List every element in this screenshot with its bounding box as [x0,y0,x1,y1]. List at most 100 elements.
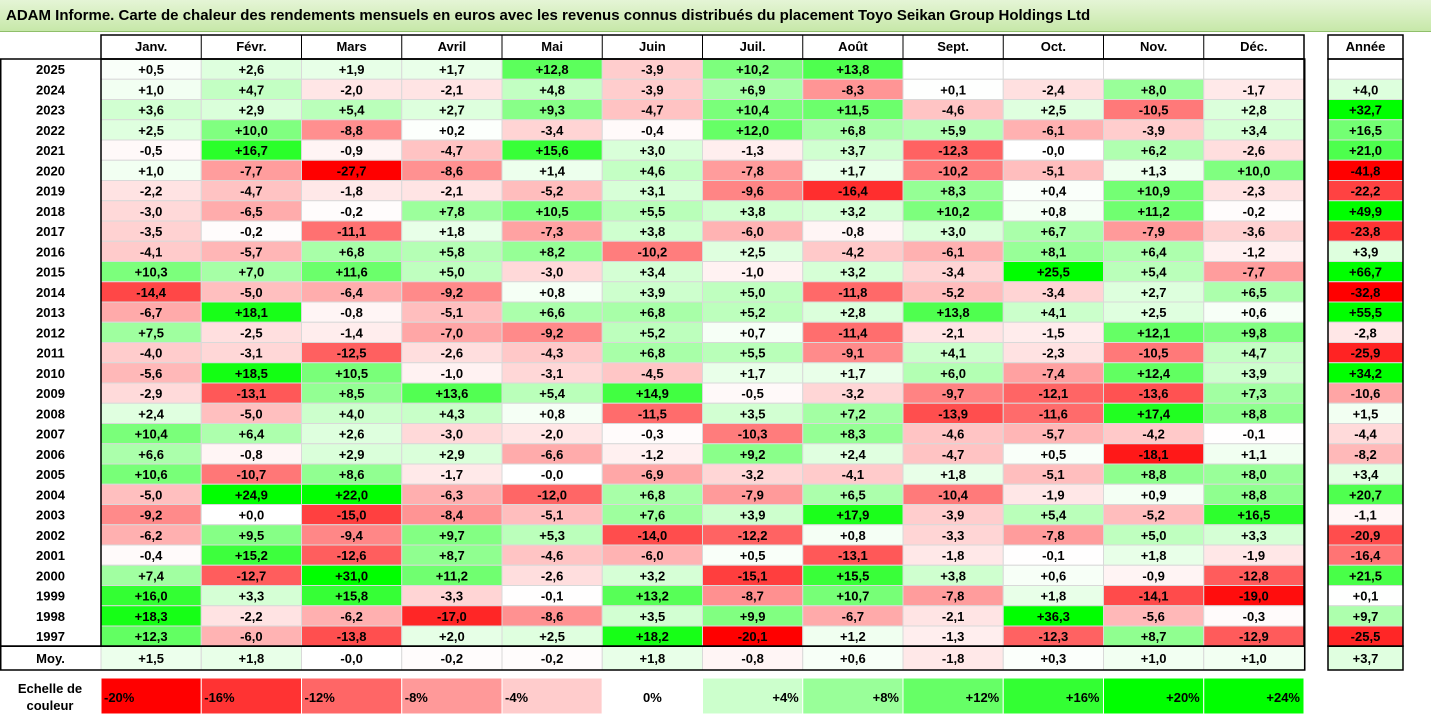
cell-value: -6,4 [340,285,363,300]
cell-value: -4,2 [1142,427,1164,442]
cell-value: -7,8 [741,163,763,178]
legend-label: 0% [643,690,662,705]
cell-value: -3,0 [140,204,162,219]
cell-value: +4,6 [640,163,666,178]
cell-value: -12,8 [1239,568,1269,583]
cell-value: -10,3 [738,427,768,442]
average-value: -0,0 [340,651,362,666]
annual-value: +55,5 [1349,305,1382,320]
cell-value: -6,2 [140,528,162,543]
row-year-label: 2013 [36,305,65,320]
cell-value: +17,4 [1137,406,1171,421]
cell-value: -4,1 [140,244,162,259]
cell-value: +9,5 [239,528,265,543]
cell-value: -8,6 [441,163,463,178]
cell-value: -12,6 [337,548,367,563]
cell-value: -3,1 [541,366,563,381]
cell-value: -9,4 [340,528,363,543]
cell-value: +11,2 [436,568,468,583]
cell-value: +10,2 [937,204,970,219]
cell-value: -11,6 [1039,406,1068,421]
cell-value: +8,2 [539,244,565,259]
average-value: +1,8 [640,651,666,666]
cell-value: +1,7 [840,366,866,381]
cell-value: -7,0 [441,325,463,340]
cell-value: -5,1 [1042,467,1064,482]
row-year-label: 2023 [36,103,65,118]
year-column-header: Année [1346,39,1386,54]
cell-value: -1,3 [741,143,763,158]
annual-value: +4,0 [1353,82,1379,97]
cell-value: +9,9 [740,609,766,624]
cell-value: -6,9 [641,467,663,482]
cell-value: -18,1 [1139,447,1169,462]
average-value: +1,5 [138,651,164,666]
cell-value: +2,8 [840,305,866,320]
cell-value: +6,9 [740,82,766,97]
cell-value: +6,6 [539,305,565,320]
cell-value: +2,5 [1141,305,1167,320]
cell-value: +13,8 [937,305,970,320]
cell-value: -14,1 [1139,589,1169,604]
legend-swatch [702,677,804,715]
month-header: Oct. [1041,39,1066,54]
average-value: -1,8 [942,651,964,666]
cell-value: +0,8 [539,406,565,421]
heatmap-cell [1103,58,1205,80]
legend-title-line1: Echelle de [17,681,83,696]
cell-value: +5,9 [940,123,966,138]
row-year-label: 2005 [36,467,65,482]
heatmap-cell [1002,58,1104,80]
cell-value: +3,3 [1241,528,1267,543]
cell-value: -3,0 [541,265,563,280]
cell-value: +9,8 [1241,325,1267,340]
cell-value: -0,2 [340,204,362,219]
cell-value: -3,1 [240,346,262,361]
cell-value: -4,1 [842,467,864,482]
cell-value: +10,6 [135,467,168,482]
cell-value: +15,6 [536,143,569,158]
annual-value: -25,9 [1351,346,1381,361]
cell-value: +13,8 [836,62,869,77]
cell-value: -14,0 [638,528,668,543]
average-value: +1,0 [1141,651,1167,666]
cell-value: +18,2 [636,629,669,644]
month-header: Nov. [1140,39,1167,54]
cell-value: -13,1 [237,386,267,401]
annual-value: +49,9 [1349,204,1382,219]
cell-value: +2,9 [239,103,265,118]
cell-value: -5,7 [1042,427,1064,442]
cell-value: +25,5 [1037,265,1070,280]
annual-value: -2,8 [1354,325,1376,340]
cell-value: +15,5 [836,568,869,583]
cell-value: +1,1 [1241,447,1267,462]
cell-value: -6,0 [741,224,763,239]
cell-value: +9,2 [740,447,766,462]
cell-value: -5,1 [541,508,563,523]
cell-value: -10,7 [237,467,267,482]
cell-value: +4,7 [1241,346,1267,361]
cell-value: +5,8 [439,244,465,259]
cell-value: +11,6 [336,265,368,280]
legend-label: -16% [204,690,235,705]
cell-value: +5,3 [539,528,565,543]
cell-value: +1,7 [740,366,766,381]
cell-value: -4,7 [441,143,463,158]
cell-value: +4,3 [439,406,465,421]
cell-value: -3,6 [1243,224,1265,239]
cell-value: -5,7 [240,244,262,259]
cell-value: -0,3 [1243,609,1265,624]
cell-value: -4,0 [140,346,162,361]
cell-value: +0,6 [1241,305,1267,320]
row-year-label: 2011 [36,346,64,361]
cell-value: +8,6 [339,467,365,482]
average-cell [401,645,503,671]
cell-value: -0,8 [340,305,362,320]
cell-value: -9,1 [842,346,864,361]
cell-value: +5,5 [740,346,766,361]
cell-value: -8,7 [741,589,763,604]
cell-value: -20,1 [738,629,768,644]
cell-value: +5,2 [640,325,666,340]
cell-value: +2,6 [339,427,365,442]
cell-value: -12,7 [237,568,267,583]
